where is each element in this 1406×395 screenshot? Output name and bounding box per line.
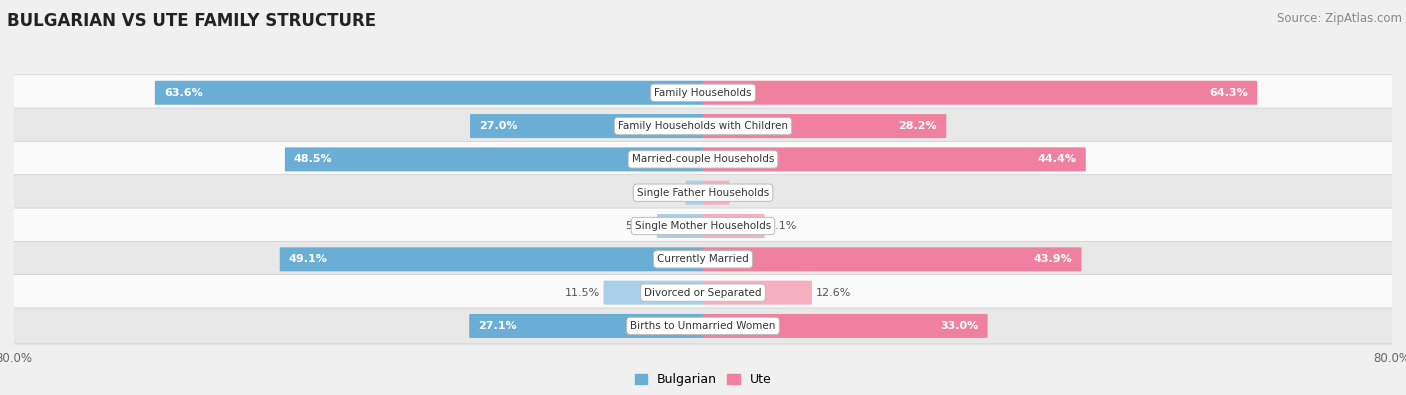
FancyBboxPatch shape	[0, 308, 1406, 344]
Text: Source: ZipAtlas.com: Source: ZipAtlas.com	[1277, 12, 1402, 25]
FancyBboxPatch shape	[703, 280, 811, 305]
Text: 5.3%: 5.3%	[624, 221, 652, 231]
FancyBboxPatch shape	[0, 75, 1406, 111]
Text: 27.1%: 27.1%	[478, 321, 517, 331]
Text: 48.5%: 48.5%	[294, 154, 333, 164]
Text: Single Mother Households: Single Mother Households	[636, 221, 770, 231]
Text: Births to Unmarried Women: Births to Unmarried Women	[630, 321, 776, 331]
Text: 3.0%: 3.0%	[733, 188, 762, 198]
Legend: Bulgarian, Ute: Bulgarian, Ute	[630, 368, 776, 391]
Text: 64.3%: 64.3%	[1209, 88, 1249, 98]
FancyBboxPatch shape	[285, 147, 703, 171]
FancyBboxPatch shape	[703, 81, 1257, 105]
Text: 11.5%: 11.5%	[564, 288, 599, 298]
Text: 2.0%: 2.0%	[654, 188, 682, 198]
Text: 63.6%: 63.6%	[165, 88, 202, 98]
FancyBboxPatch shape	[0, 141, 1406, 177]
FancyBboxPatch shape	[685, 181, 703, 205]
FancyBboxPatch shape	[603, 280, 703, 305]
FancyBboxPatch shape	[703, 214, 765, 238]
FancyBboxPatch shape	[0, 108, 1406, 144]
FancyBboxPatch shape	[0, 208, 1406, 244]
Text: 43.9%: 43.9%	[1033, 254, 1073, 264]
Text: 44.4%: 44.4%	[1038, 154, 1077, 164]
FancyBboxPatch shape	[470, 114, 703, 138]
FancyBboxPatch shape	[470, 314, 703, 338]
Text: BULGARIAN VS UTE FAMILY STRUCTURE: BULGARIAN VS UTE FAMILY STRUCTURE	[7, 12, 377, 30]
Text: Divorced or Separated: Divorced or Separated	[644, 288, 762, 298]
Text: 12.6%: 12.6%	[815, 288, 851, 298]
FancyBboxPatch shape	[657, 214, 703, 238]
FancyBboxPatch shape	[703, 114, 946, 138]
FancyBboxPatch shape	[703, 181, 730, 205]
FancyBboxPatch shape	[0, 275, 1406, 310]
Text: Family Households: Family Households	[654, 88, 752, 98]
Text: 28.2%: 28.2%	[898, 121, 938, 131]
Text: 33.0%: 33.0%	[941, 321, 979, 331]
Text: Family Households with Children: Family Households with Children	[619, 121, 787, 131]
Text: 49.1%: 49.1%	[288, 254, 328, 264]
FancyBboxPatch shape	[703, 314, 987, 338]
Text: 27.0%: 27.0%	[479, 121, 517, 131]
Text: Single Father Households: Single Father Households	[637, 188, 769, 198]
Text: 7.1%: 7.1%	[769, 221, 797, 231]
FancyBboxPatch shape	[280, 247, 703, 271]
FancyBboxPatch shape	[155, 81, 703, 105]
FancyBboxPatch shape	[0, 241, 1406, 277]
FancyBboxPatch shape	[0, 175, 1406, 211]
FancyBboxPatch shape	[703, 147, 1085, 171]
FancyBboxPatch shape	[703, 247, 1081, 271]
Text: Married-couple Households: Married-couple Households	[631, 154, 775, 164]
Text: Currently Married: Currently Married	[657, 254, 749, 264]
